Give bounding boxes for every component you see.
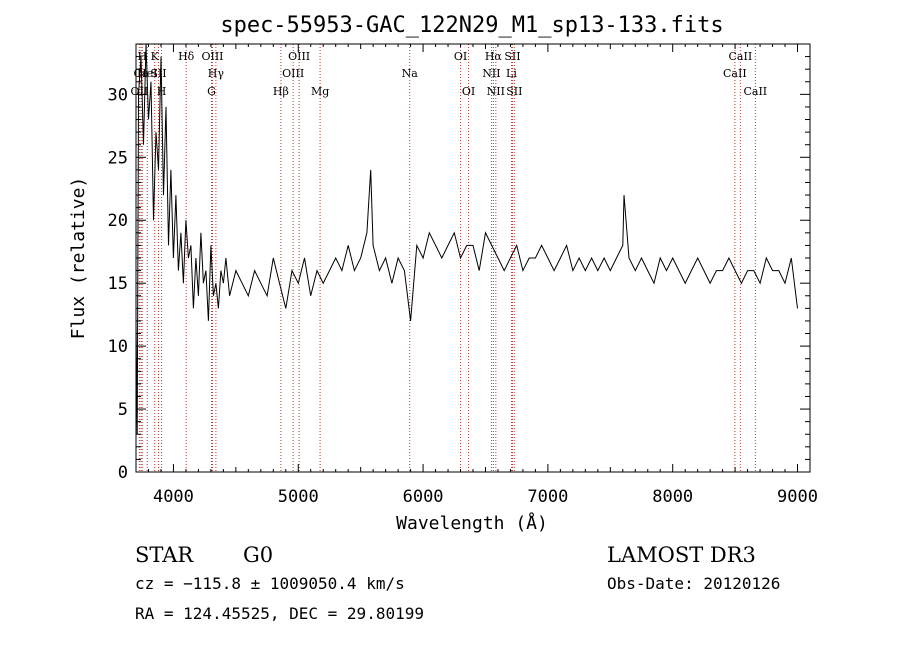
line-label: Hδ — [178, 50, 195, 63]
x-tick-label: 5000 — [278, 487, 319, 507]
line-label: K — [151, 50, 160, 63]
line-label: OI — [462, 85, 475, 98]
line-label: Na — [402, 67, 419, 80]
x-axis-label: Wavelength (Å) — [396, 512, 548, 534]
line-label: G — [207, 85, 216, 98]
spectrum-line — [135, 43, 798, 435]
x-tick-label: 8000 — [652, 487, 693, 507]
x-tick-label: 4000 — [153, 487, 194, 507]
line-label: Li — [506, 67, 517, 80]
line-label: SII — [506, 85, 522, 98]
y-tick-label: 20 — [108, 211, 128, 231]
line-label: CaII — [729, 50, 753, 63]
line-label: OIII — [288, 50, 310, 63]
line-label: CaII — [743, 85, 767, 98]
line-label: SII — [504, 50, 520, 63]
line-label: Mg — [311, 85, 329, 98]
x-axis: 4000 5000 6000 7000 8000 9000 — [135, 44, 818, 507]
redshift-info: cz = −115.8 ± 1009050.4 km/s — [135, 574, 405, 593]
line-label: Hα — [485, 50, 503, 63]
line-label: SII — [150, 67, 166, 80]
line-label: Hβ — [273, 85, 289, 98]
line-label: OIII — [282, 67, 304, 80]
y-tick-label: 25 — [108, 148, 128, 168]
line-label: OIII — [201, 50, 223, 63]
y-tick-label: 15 — [108, 274, 128, 294]
line-label: CaII — [723, 67, 747, 80]
line-label: NII — [487, 85, 505, 98]
line-label: Hγ — [208, 67, 225, 80]
object-class: STAR — [135, 543, 194, 567]
x-tick-label: 7000 — [527, 487, 568, 507]
chart-title: spec-55953-GAC_122N29_M1_sp13-133.fits — [220, 13, 723, 38]
y-tick-label: 5 — [118, 400, 128, 420]
x-tick-label: 9000 — [777, 487, 818, 507]
object-subclass: G0 — [243, 543, 273, 567]
x-tick-label: 6000 — [403, 487, 444, 507]
y-axis-label: Flux (relative) — [68, 177, 89, 340]
survey-name: LAMOST DR3 — [607, 543, 756, 567]
y-tick-label: 10 — [108, 337, 128, 357]
y-axis: 0 5 10 15 20 25 30 — [108, 56, 810, 483]
coordinates-info: RA = 124.45525, DEC = 29.80199 — [135, 604, 424, 623]
line-label: H — [137, 50, 147, 63]
y-tick-label: 0 — [118, 463, 128, 483]
line-label: NII — [482, 67, 500, 80]
y-tick-label: 30 — [108, 85, 128, 105]
obs-date: Obs-Date: 20120126 — [607, 574, 780, 593]
line-label: OI — [454, 50, 467, 63]
